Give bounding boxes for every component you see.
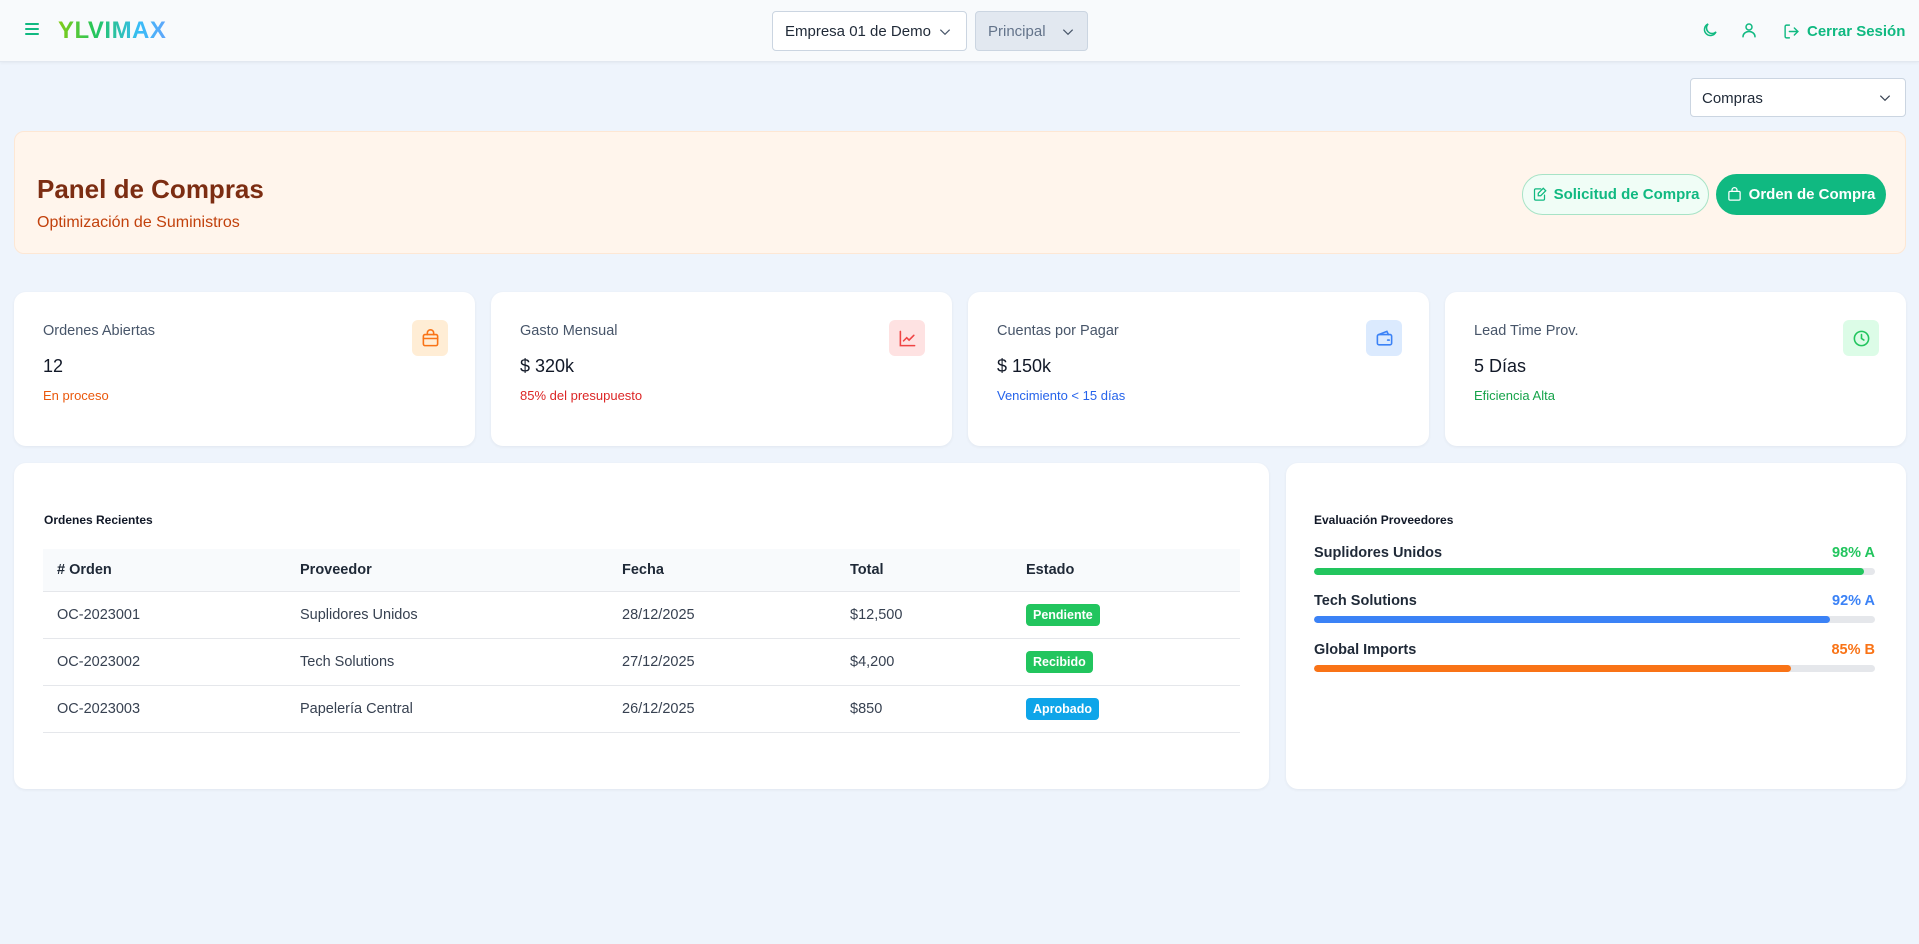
moon-icon[interactable]: [1701, 21, 1719, 39]
table-row[interactable]: OC-2023002 Tech Solutions 27/12/2025 $4,…: [43, 638, 1240, 686]
kpi-value: 12: [43, 356, 64, 376]
progress-fill: [1314, 568, 1864, 575]
supplier-score: 85% B: [1831, 642, 1875, 658]
page-title: Panel de Compras: [37, 174, 264, 204]
progress-fill: [1314, 665, 1791, 672]
kpi-card-lead-time: Lead Time Prov. 5 Días Eficiencia Alta: [1445, 292, 1906, 446]
shopping-bag-icon: [1727, 187, 1741, 201]
page-subtitle: Optimización de Suministros: [37, 214, 240, 231]
chevron-down-icon: [1879, 95, 1891, 102]
kpi-label: Gasto Mensual: [520, 323, 618, 339]
progress-track: [1314, 568, 1875, 575]
order-total: $4,200: [836, 638, 1012, 686]
column-header[interactable]: Fecha: [608, 549, 836, 592]
supplier-name: Tech Solutions: [1314, 593, 1417, 609]
table-row[interactable]: OC-2023001 Suplidores Unidos 28/12/2025 …: [43, 591, 1240, 639]
top-bar: YLVIMAX Empresa 01 de Demo Principal Cer…: [0, 0, 1919, 62]
kpi-card-accounts-payable: Cuentas por Pagar $ 150k Vencimiento < 1…: [968, 292, 1429, 446]
status-badge: Pendiente: [1026, 603, 1100, 626]
chevron-down-icon: [939, 29, 951, 36]
progress-track: [1314, 665, 1875, 672]
order-total: $12,500: [836, 591, 1012, 639]
supplier-name: Global Imports: [1314, 642, 1417, 658]
menu-icon[interactable]: [22, 20, 42, 40]
kpi-label: Ordenes Abiertas: [43, 323, 156, 339]
supplier-score: 92% A: [1832, 593, 1875, 609]
column-header[interactable]: Estado: [1012, 549, 1240, 592]
company-select[interactable]: Empresa 01 de Demo: [772, 11, 967, 51]
purchase-order-button[interactable]: Orden de Compra: [1716, 174, 1886, 215]
panel-title: Ordenes Recientes: [44, 513, 153, 527]
orders-table: # Orden Proveedor Fecha Total Estado OC-…: [43, 549, 1240, 733]
status-badge: Recibido: [1026, 650, 1093, 673]
kpi-note: 85% del presupuesto: [520, 388, 643, 403]
order-total: $850: [836, 685, 1012, 733]
kpi-value: 5 Días: [1474, 356, 1527, 376]
app-logo[interactable]: YLVIMAX: [58, 17, 167, 44]
order-date: 26/12/2025: [608, 685, 836, 733]
kpi-card-monthly-spend: Gasto Mensual $ 320k 85% del presupuesto: [491, 292, 952, 446]
user-icon[interactable]: [1740, 21, 1758, 39]
purchase-order-label: Orden de Compra: [1748, 186, 1876, 203]
order-id: OC-2023003: [43, 685, 286, 733]
kpi-value: $ 320k: [520, 356, 575, 376]
order-id: OC-2023001: [43, 591, 286, 639]
wallet-icon: [1366, 320, 1402, 356]
module-select[interactable]: Compras: [1690, 78, 1906, 117]
order-date: 27/12/2025: [608, 638, 836, 686]
logout-icon: [1784, 23, 1799, 39]
kpi-label: Cuentas por Pagar: [997, 323, 1119, 339]
order-supplier: Suplidores Unidos: [286, 591, 608, 639]
clock-icon: [1843, 320, 1879, 356]
supplier-evaluation-panel: Evaluación Proveedores Suplidores Unidos…: [1286, 463, 1906, 789]
kpi-card-open-orders: Ordenes Abiertas 12 En proceso: [14, 292, 475, 446]
company-select-value: Empresa 01 de Demo: [785, 23, 931, 40]
column-header[interactable]: # Orden: [43, 549, 286, 592]
purchase-request-button[interactable]: Solicitud de Compra: [1522, 174, 1709, 215]
kpi-note: Eficiencia Alta: [1474, 388, 1555, 403]
order-id: OC-2023002: [43, 638, 286, 686]
kpi-label: Lead Time Prov.: [1474, 323, 1579, 339]
purchase-request-label: Solicitud de Compra: [1553, 186, 1700, 203]
recent-orders-panel: Ordenes Recientes # Orden Proveedor Fech…: [14, 463, 1269, 789]
order-supplier: Papelería Central: [286, 685, 608, 733]
status-badge: Aprobado: [1026, 697, 1100, 720]
branch-select[interactable]: Principal: [975, 11, 1088, 51]
kpi-note: Vencimiento < 15 días: [997, 388, 1126, 403]
module-select-value: Compras: [1702, 90, 1763, 107]
chevron-down-icon: [1062, 29, 1074, 36]
progress-fill: [1314, 616, 1831, 623]
supplier-score: 98% A: [1832, 545, 1875, 561]
logout-button[interactable]: Cerrar Sesión: [1783, 21, 1905, 41]
branch-select-value: Principal: [988, 23, 1046, 40]
table-header-row: # Orden Proveedor Fecha Total Estado: [43, 549, 1240, 592]
hero-banner: Panel de Compras Optimización de Suminis…: [14, 131, 1906, 254]
kpi-note: En proceso: [43, 388, 109, 403]
order-supplier: Tech Solutions: [286, 638, 608, 686]
edit-document-icon: [1533, 187, 1547, 201]
order-date: 28/12/2025: [608, 591, 836, 639]
column-header[interactable]: Proveedor: [286, 549, 608, 592]
column-header[interactable]: Total: [836, 549, 1012, 592]
logout-label: Cerrar Sesión: [1807, 22, 1906, 40]
shopping-bag-icon: [412, 320, 448, 356]
supplier-name: Suplidores Unidos: [1314, 545, 1443, 561]
table-row[interactable]: OC-2023003 Papelería Central 26/12/2025 …: [43, 685, 1240, 733]
panel-title: Evaluación Proveedores: [1314, 513, 1454, 527]
trending-up-icon: [889, 320, 925, 356]
kpi-value: $ 150k: [997, 356, 1052, 376]
progress-track: [1314, 616, 1875, 623]
